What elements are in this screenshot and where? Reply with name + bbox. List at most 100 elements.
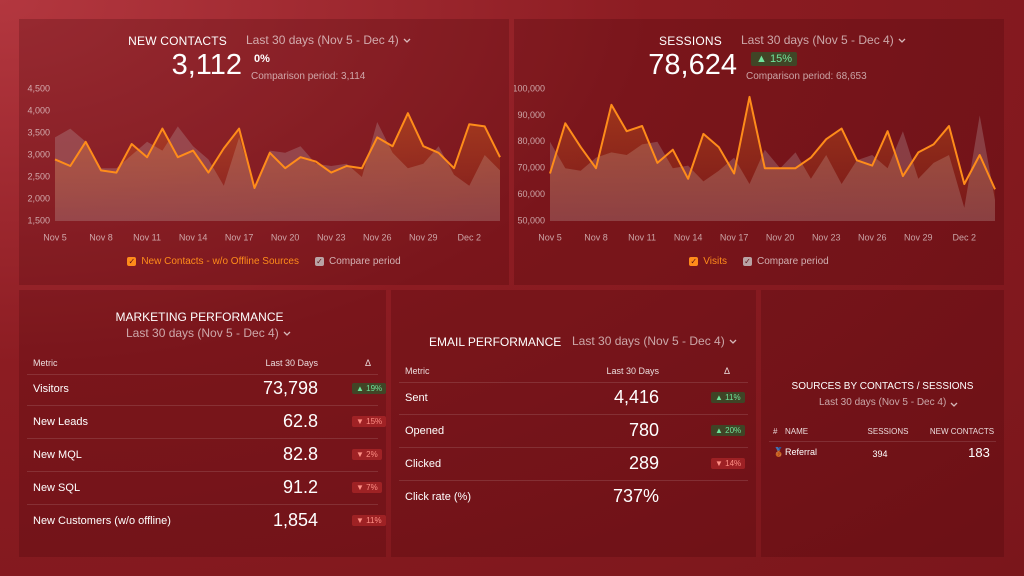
delta-value: 20% (725, 426, 742, 435)
y-tick-label: 3,000 (27, 149, 50, 159)
metric-value: 62.8 (282, 411, 318, 431)
metric-name: New MQL (33, 449, 82, 461)
series-line (549, 95, 996, 190)
legend-checkbox[interactable]: ✓ (743, 257, 752, 266)
y-tick-label: 90,000 (517, 110, 545, 120)
delta-value: 11% (366, 516, 382, 525)
metric-name: Click rate (%) (405, 491, 472, 503)
line-chart: 1,500 2,000 2,500 3,000 3,500 4,000 4,500 Nov 5… (27, 83, 501, 242)
comparison-text: Comparison period: 68,653 (746, 71, 867, 82)
column-header: Δ (724, 366, 731, 376)
y-tick-label: 50,000 (517, 215, 545, 225)
x-tick-label: Nov 14 (179, 232, 208, 242)
metric-value: 289 (628, 453, 659, 473)
source-sessions: 394 (872, 449, 888, 459)
delta-arrow: ▼ (356, 483, 367, 492)
row-divider (399, 480, 748, 481)
widget-title: SESSIONS (659, 34, 722, 48)
y-tick-label: 1,500 (27, 215, 50, 225)
legend-checkbox[interactable]: ✓ (314, 257, 324, 266)
x-tick-label: Nov 17 (720, 232, 749, 242)
x-tick-label: Nov 5 (43, 232, 67, 242)
legend-item[interactable]: ✓ New Contacts - w/o Offline Sources (127, 256, 299, 267)
x-tick-label: Nov 26 (858, 232, 887, 242)
delta-value: 2% (366, 450, 378, 459)
delta-arrow: ▲ (356, 384, 367, 393)
metric-name: Visitors (33, 383, 69, 395)
row-divider (27, 374, 378, 375)
series-area (550, 96, 995, 221)
x-tick-label: Nov 20 (766, 232, 795, 242)
x-tick-label: Nov 26 (363, 232, 392, 242)
source-contacts: 183 (968, 445, 990, 460)
delta-badge: ▲ 11% (711, 392, 745, 403)
legend: ✓ New Contacts - w/o Offline Sources ✓ Comp… (19, 256, 509, 267)
legend-label: Visits (703, 256, 727, 267)
x-tick-label: Nov 17 (225, 232, 254, 242)
y-tick-label: 70,000 (517, 163, 545, 173)
chevron[interactable] (403, 38, 411, 44)
x-tick-label: Nov 29 (409, 232, 438, 242)
metric-name: Clicked (405, 458, 442, 470)
column-header: # (773, 427, 778, 436)
email-panel: EMAIL PERFORMANCE Last 30 days (Nov 5 - D… (391, 290, 756, 557)
delta-badge: ▼ 11% (352, 515, 386, 526)
chevron[interactable] (950, 402, 958, 408)
legend-label: Compare period (328, 256, 401, 267)
y-tick-label: 4,000 (27, 105, 50, 115)
delta-badge: ▼ 7% (352, 482, 382, 493)
column-header: Last 30 Days (606, 366, 659, 376)
legend-checkbox[interactable]: ✓ (127, 257, 137, 266)
legend-checkbox[interactable]: ✓ (689, 257, 699, 266)
metric-value: 780 (628, 420, 659, 440)
x-tick-label: Nov 11 (628, 232, 656, 242)
legend-item[interactable]: ✓ Compare period (314, 256, 401, 267)
chevron[interactable] (283, 331, 291, 337)
chevron[interactable] (898, 38, 906, 44)
row-divider (399, 447, 748, 448)
delta-badge: ▲ 20% (711, 425, 746, 436)
column-header: SESSIONS (867, 427, 909, 436)
row-divider (769, 441, 996, 442)
date-range-selector[interactable]: Last 30 days (Nov 5 - Dec 4) (741, 33, 906, 47)
delta-badge: ▼ 14% (711, 458, 746, 469)
delta-arrow: ▼ (715, 459, 726, 468)
total-value: 78,624 (648, 49, 737, 81)
legend-item[interactable]: ✓ Compare period (743, 256, 829, 267)
delta-badge: ▼ 15% (352, 416, 387, 427)
date-range-selector[interactable]: Last 30 days (Nov 5 - Dec 4) (819, 397, 958, 408)
legend-item[interactable]: ✓ Visits (689, 256, 727, 267)
widget-title: EMAIL PERFORMANCE (429, 335, 562, 349)
y-tick-label: 2,500 (27, 171, 50, 181)
date-range-selector[interactable]: Last 30 days (Nov 5 - Dec 4) (246, 33, 411, 47)
series-line (54, 112, 501, 189)
row-divider (27, 504, 378, 505)
x-tick-label: Nov 11 (133, 232, 161, 242)
medal-icon: 🥉 (773, 447, 785, 457)
series-area (55, 113, 500, 221)
row-divider (27, 471, 378, 472)
delta-value: 11% (725, 393, 741, 402)
delta-value: 15% (366, 417, 383, 426)
widget-title: MARKETING PERFORMANCE (115, 310, 284, 324)
column-header: Metric (405, 366, 430, 376)
sessions-panel: SESSIONS Last 30 days (Nov 5 - Dec 4) 78,6… (514, 19, 1004, 285)
x-tick-label: Nov 20 (271, 232, 300, 242)
date-range-selector[interactable]: Last 30 days (Nov 5 - Dec 4) (572, 334, 737, 348)
chevron[interactable] (729, 339, 737, 345)
row-divider (27, 405, 378, 406)
delta-arrow: ▼ (356, 417, 367, 426)
line-chart: 50,000 60,000 70,000 80,000 90,000 100,000 Nov… (514, 83, 996, 242)
delta-badge: ▼ 2% (352, 449, 382, 460)
metric-value: 82.8 (282, 444, 318, 464)
row-divider (27, 438, 378, 439)
metric-value: 737% (612, 486, 659, 506)
y-tick-label: 80,000 (517, 136, 545, 146)
delta-value: 19% (366, 384, 383, 393)
delta-arrow: ▲ (715, 426, 726, 435)
x-tick-label: Dec 2 (458, 232, 482, 242)
comparison-text: Comparison period: 3,114 (251, 71, 366, 82)
metric-value: 73,798 (262, 378, 318, 398)
new-contacts-panel: NEW CONTACTS Last 30 days (Nov 5 - Dec 4)… (19, 19, 509, 285)
date-range-selector[interactable]: Last 30 days (Nov 5 - Dec 4) (126, 326, 291, 340)
